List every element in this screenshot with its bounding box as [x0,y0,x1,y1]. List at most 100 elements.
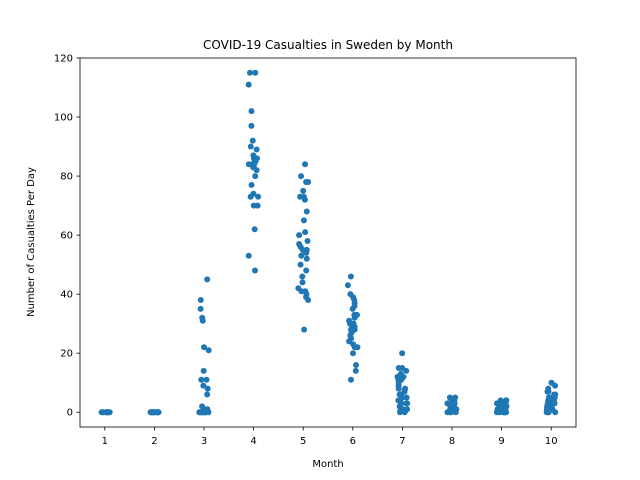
data-point [249,161,256,168]
data-point [399,350,406,357]
data-point [395,364,402,371]
data-point [397,406,404,413]
data-point [254,202,261,209]
data-point [299,273,306,280]
data-point [301,326,308,333]
data-point [245,252,252,259]
data-point [198,409,205,416]
data-point [248,108,255,115]
data-point [251,226,258,233]
data-point [205,409,212,416]
data-point [303,246,310,253]
points-layer [98,69,559,416]
data-point [204,385,211,392]
x-tick-label: 4 [250,436,256,447]
data-point [200,367,207,374]
data-point [100,409,107,416]
data-point [351,314,358,321]
data-point [199,317,206,324]
data-point [249,137,256,144]
data-point [305,297,312,304]
data-point [198,376,205,383]
data-point [298,173,305,180]
data-point [150,409,157,416]
chart-title: COVID-19 Casualties in Sweden by Month [203,38,453,52]
y-tick-label: 20 [60,349,73,360]
data-point [298,252,305,259]
x-tick-label: 10 [545,436,558,447]
x-axis: 1 2 3 4 5 6 7 8 9 10 [102,427,558,447]
x-tick-label: 7 [399,436,405,447]
data-point [197,305,204,312]
data-point [201,344,208,351]
data-point [301,196,308,203]
data-point [296,232,303,239]
x-tick-label: 5 [300,436,306,447]
data-point [344,282,351,289]
plot-frame [79,57,577,428]
data-point [348,376,355,383]
data-point [545,388,552,395]
data-point [352,367,359,374]
data-point [252,173,259,180]
data-point [246,69,253,76]
y-tick-label: 40 [60,290,73,301]
y-tick-label: 60 [60,231,73,242]
data-point [552,409,559,416]
x-tick-label: 9 [498,436,504,447]
data-point [302,161,309,168]
data-point [253,146,260,153]
data-point [503,409,510,416]
data-point [299,279,306,286]
data-point [351,344,358,351]
data-point [304,238,311,245]
y-axis-label: Number of Casualties Per Day [26,167,37,317]
data-point [552,382,559,389]
data-point [545,409,552,416]
data-point [300,187,307,194]
data-point [251,267,258,274]
data-point [395,385,402,392]
y-axis: 0 20 40 60 80 100 120 [54,54,80,419]
data-point [403,394,410,401]
y-tick-label: 0 [67,408,73,419]
data-point [496,409,503,416]
data-point [347,273,354,280]
data-point [197,297,204,304]
data-point [203,376,210,383]
data-point [353,362,360,369]
data-point [248,122,255,129]
data-point [247,193,254,200]
y-tick-label: 120 [54,54,73,65]
x-tick-label: 6 [350,436,356,447]
data-point [349,350,356,357]
data-point [349,305,356,312]
data-point [303,255,310,262]
y-tick-label: 100 [54,113,73,124]
data-point [305,178,312,185]
data-point [205,347,212,354]
data-point [245,81,252,88]
data-point [452,409,459,416]
data-point [302,229,309,236]
data-point [255,193,262,200]
data-point [448,409,455,416]
y-tick-label: 80 [60,172,73,183]
data-point [303,267,310,274]
x-axis-label: Month [312,459,343,470]
x-tick-label: 8 [449,436,455,447]
x-tick-label: 2 [151,436,157,447]
data-point [403,367,410,374]
x-tick-label: 3 [201,436,207,447]
data-point [253,167,260,174]
data-point [297,261,304,268]
data-point [401,409,408,416]
data-point [303,208,310,215]
data-point [404,400,411,407]
data-point [247,143,254,150]
data-point [248,181,255,188]
data-point [155,409,162,416]
data-point [252,69,259,76]
